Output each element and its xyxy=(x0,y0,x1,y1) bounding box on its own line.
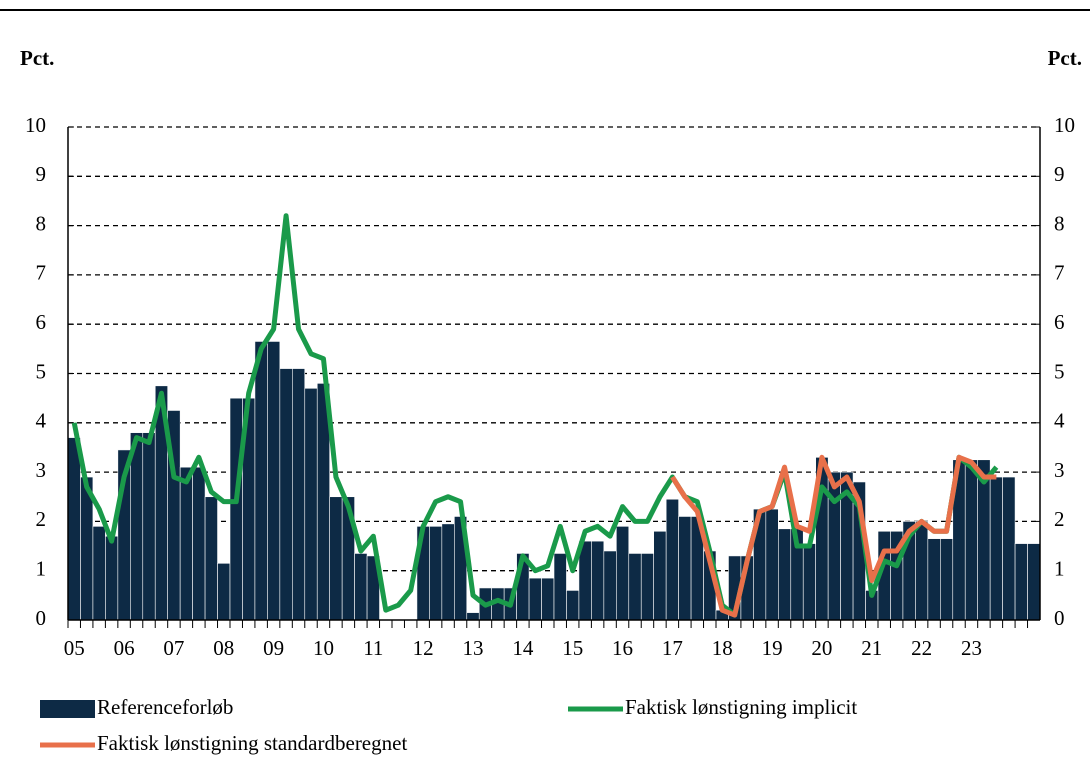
bar xyxy=(329,496,343,621)
legend-label: Faktisk lønstigning implicit xyxy=(625,695,857,719)
x-tick-label: 14 xyxy=(512,636,534,660)
x-tick-label: 15 xyxy=(562,636,583,660)
x-tick-label: 13 xyxy=(463,636,484,660)
y2-tick-label: 4 xyxy=(1054,409,1065,433)
bar xyxy=(429,526,443,621)
bar xyxy=(292,368,306,621)
y-axis-label: Pct. xyxy=(20,46,54,70)
y2-tick-label: 1 xyxy=(1054,557,1065,581)
bar xyxy=(802,543,816,621)
bar xyxy=(653,530,667,621)
x-tick-label: 21 xyxy=(861,636,882,660)
y-tick-label: 4 xyxy=(36,409,47,433)
bar xyxy=(1027,543,1041,621)
bar xyxy=(279,368,293,621)
x-tick-label: 12 xyxy=(413,636,434,660)
y2-axis-label: Pct. xyxy=(1048,46,1082,70)
y2-tick-label: 6 xyxy=(1054,310,1065,334)
bar xyxy=(354,553,368,621)
bar xyxy=(778,528,792,621)
bar xyxy=(142,432,156,621)
bar xyxy=(254,341,268,621)
y2-tick-label: 10 xyxy=(1054,113,1075,137)
bar xyxy=(192,466,206,621)
bar xyxy=(92,526,106,621)
bar xyxy=(915,521,929,621)
bar xyxy=(105,535,119,621)
y2-tick-label: 0 xyxy=(1054,606,1065,630)
bar xyxy=(964,459,978,621)
y-tick-label: 9 xyxy=(36,162,47,186)
bar xyxy=(204,496,218,621)
legend-label: Faktisk lønstigning standardberegnet xyxy=(97,731,407,755)
y2-tick-label: 2 xyxy=(1054,507,1065,531)
legend-swatch xyxy=(40,700,95,718)
y2-tick-label: 3 xyxy=(1054,458,1065,482)
bar xyxy=(541,577,555,621)
y-tick-label: 8 xyxy=(36,211,47,235)
x-tick-label: 16 xyxy=(612,636,633,660)
y-tick-label: 2 xyxy=(36,507,47,531)
x-tick-label: 18 xyxy=(712,636,733,660)
x-tick-label: 09 xyxy=(263,636,284,660)
legend-label: Referenceforløb xyxy=(97,695,233,719)
y-tick-label: 7 xyxy=(36,261,47,285)
x-tick-label: 11 xyxy=(363,636,383,660)
bar xyxy=(566,590,580,621)
y2-tick-label: 9 xyxy=(1054,162,1065,186)
bar xyxy=(267,341,281,621)
bar xyxy=(528,577,542,621)
x-tick-label: 05 xyxy=(64,636,85,660)
bar xyxy=(665,498,679,621)
bar xyxy=(1002,476,1016,621)
bar xyxy=(640,553,654,621)
bar xyxy=(304,387,318,621)
x-tick-label: 07 xyxy=(163,636,184,660)
x-tick-label: 10 xyxy=(313,636,334,660)
y2-tick-label: 7 xyxy=(1054,261,1065,285)
y-tick-label: 3 xyxy=(36,458,47,482)
bar xyxy=(217,563,231,621)
bar xyxy=(616,526,630,621)
y-tick-label: 1 xyxy=(36,557,47,581)
y-tick-label: 0 xyxy=(36,606,47,630)
y2-tick-label: 5 xyxy=(1054,359,1065,383)
x-tick-label: 17 xyxy=(662,636,683,660)
x-tick-label: 08 xyxy=(213,636,234,660)
y-tick-label: 5 xyxy=(36,359,47,383)
bar xyxy=(441,523,455,621)
y-tick-label: 10 xyxy=(25,113,46,137)
x-tick-label: 20 xyxy=(811,636,832,660)
bar xyxy=(179,466,193,621)
bar xyxy=(1014,543,1028,621)
line xyxy=(670,454,997,618)
bar xyxy=(940,538,954,621)
bar xyxy=(67,437,81,621)
bar xyxy=(765,508,779,621)
bar xyxy=(466,612,480,621)
line xyxy=(71,213,999,618)
x-tick-label: 19 xyxy=(762,636,783,660)
bar xyxy=(927,538,941,621)
x-tick-label: 23 xyxy=(961,636,982,660)
x-tick-label: 22 xyxy=(911,636,932,660)
bar xyxy=(989,476,1003,621)
y-tick-label: 6 xyxy=(36,310,47,334)
y2-tick-label: 8 xyxy=(1054,211,1065,235)
x-tick-label: 06 xyxy=(114,636,135,660)
bar xyxy=(591,540,605,621)
bar xyxy=(628,553,642,621)
bar xyxy=(603,550,617,621)
bar xyxy=(553,553,567,621)
bar xyxy=(229,397,243,621)
bar xyxy=(678,516,692,621)
bar xyxy=(130,432,144,621)
